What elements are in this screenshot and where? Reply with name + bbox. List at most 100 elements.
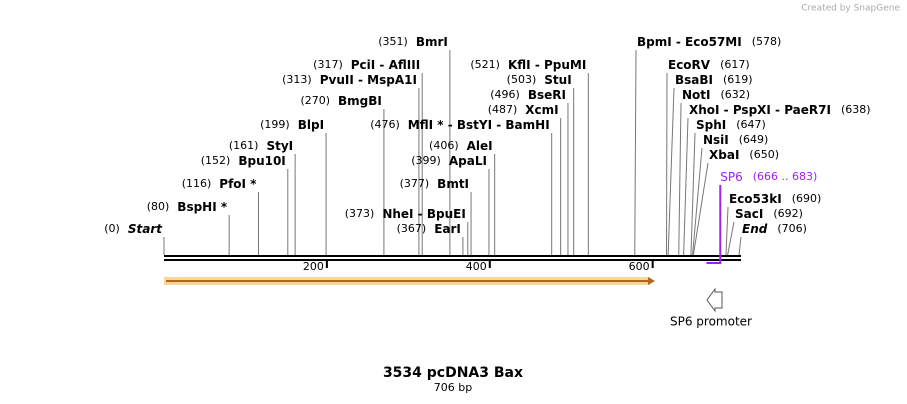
site-position: (650) <box>749 148 779 161</box>
site-line <box>690 132 696 256</box>
site-label: XbaI (650) <box>709 148 779 162</box>
site-label: XhoI - PspXI - PaeR7I (638) <box>689 103 871 117</box>
site-label: (496) BseRI <box>490 88 566 102</box>
site-position: (270) <box>300 94 330 107</box>
site-position: (406) <box>429 139 459 152</box>
site-name: End <box>742 222 768 236</box>
site-position: (377) <box>400 177 430 190</box>
site-position: (690) <box>792 192 822 205</box>
site-position: (476) <box>370 118 400 131</box>
site-line <box>725 206 729 256</box>
site-line <box>738 236 742 256</box>
site-line <box>667 87 675 256</box>
site-name: Start <box>128 222 163 236</box>
site-label: (313) PvuII - MspA1I <box>282 73 417 87</box>
site-position: (638) <box>841 103 871 116</box>
primer-name: SP6 <box>720 170 743 184</box>
site-name: XcmI <box>525 103 558 117</box>
site-label: (399) ApaLI <box>411 154 487 168</box>
site-label: (317) PciI - AflIII <box>313 58 420 72</box>
site-position: (317) <box>313 58 343 71</box>
site-position: (647) <box>736 118 766 131</box>
site-line <box>678 102 682 256</box>
site-position: (692) <box>773 207 803 220</box>
site-name: BmgBI <box>338 94 382 108</box>
site-label: (80) BspHI * <box>147 200 228 214</box>
site-position: (373) <box>345 207 375 220</box>
title: 3534 pcDNA3 Bax <box>383 365 523 381</box>
site-label: EcoRV (617) <box>668 58 750 72</box>
site-position: (503) <box>507 73 537 86</box>
site-name: Eco53kI <box>729 192 782 206</box>
site-name: NsiI <box>703 133 729 147</box>
site-label: (406) AleI <box>429 139 493 153</box>
site-name: BsaBI <box>675 73 713 87</box>
site-label: (503) StuI <box>507 73 572 87</box>
site-name: BlpI <box>298 118 324 132</box>
promoter-arrow <box>706 287 723 313</box>
primer-label: SP6 (666 .. 683) <box>720 170 817 184</box>
site-label: End (706) <box>742 222 807 236</box>
site-line <box>634 49 637 256</box>
site-label: (351) BmrI <box>378 35 448 49</box>
site-position: (617) <box>720 58 750 71</box>
site-position: (649) <box>739 133 769 146</box>
tick-label: 200 <box>303 260 324 273</box>
site-name: SphI <box>696 118 726 132</box>
site-name: EcoRV <box>668 58 711 72</box>
site-label: (521) KflI - PpuMI <box>470 58 586 72</box>
site-position: (116) <box>182 177 212 190</box>
site-name: XbaI <box>709 148 739 162</box>
site-name: SacI <box>735 207 763 221</box>
site-label: BsaBI (619) <box>675 73 753 87</box>
site-position: (521) <box>470 58 500 71</box>
site-position: (619) <box>723 73 753 86</box>
site-label: (367) EarI <box>397 222 461 236</box>
site-name: XhoI - PspXI - PaeR7I <box>689 103 831 117</box>
feature-arrowhead <box>648 277 655 285</box>
site-position: (487) <box>488 103 518 116</box>
site-name: StuI <box>544 73 571 87</box>
site-position: (313) <box>282 73 312 86</box>
site-label: (199) BlpI <box>260 118 324 132</box>
site-position: (706) <box>777 222 807 235</box>
site-label: NotI (632) <box>682 88 750 102</box>
feature-label: SP6 promoter <box>670 315 752 329</box>
site-position: (496) <box>490 88 520 101</box>
site-label: SacI (692) <box>735 207 803 221</box>
site-name: PciI - AflIII <box>351 58 420 72</box>
site-label: (373) NheI - BpuEI <box>345 207 466 221</box>
primer-bracket <box>706 185 722 264</box>
site-position: (152) <box>201 154 231 167</box>
site-position: (80) <box>147 200 170 213</box>
site-position: (161) <box>229 139 259 152</box>
site-name: PfoI * <box>219 177 257 191</box>
site-name: ApaLI <box>449 154 487 168</box>
length: 706 bp <box>434 381 472 394</box>
site-label: NsiI (649) <box>703 133 768 147</box>
site-position: (351) <box>378 35 408 48</box>
site-label: (476) MflI * - BstYI - BamHI <box>370 118 549 132</box>
site-label: (377) BmtI <box>400 177 469 191</box>
site-line <box>692 162 709 256</box>
credit: Created by SnapGene <box>801 4 900 14</box>
site-name: BseRI <box>528 88 566 102</box>
site-line <box>683 117 689 256</box>
site-name: NotI <box>682 88 711 102</box>
site-position: (367) <box>397 222 427 235</box>
site-label: (116) PfoI * <box>182 177 257 191</box>
site-position: (199) <box>260 118 290 131</box>
site-name: PvuII - MspA1I <box>320 73 417 87</box>
site-name: BmtI <box>437 177 469 191</box>
site-name: MflI * - BstYI - BamHI <box>408 118 550 132</box>
site-name: StyI <box>266 139 293 153</box>
primer-range: (666 .. 683) <box>753 170 818 183</box>
site-name: BpmI - Eco57MI <box>637 35 742 49</box>
site-label: SphI (647) <box>696 118 766 132</box>
site-name: KflI - PpuMI <box>508 58 586 72</box>
site-position: (578) <box>752 35 782 48</box>
site-label: (270) BmgBI <box>300 94 381 108</box>
site-label: (487) XcmI <box>488 103 559 117</box>
site-label: Eco53kI (690) <box>729 192 821 206</box>
